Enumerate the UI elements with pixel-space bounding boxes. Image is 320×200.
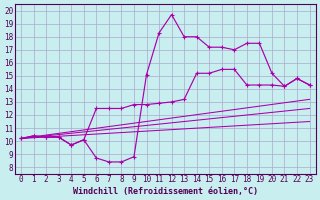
X-axis label: Windchill (Refroidissement éolien,°C): Windchill (Refroidissement éolien,°C) [73, 187, 258, 196]
